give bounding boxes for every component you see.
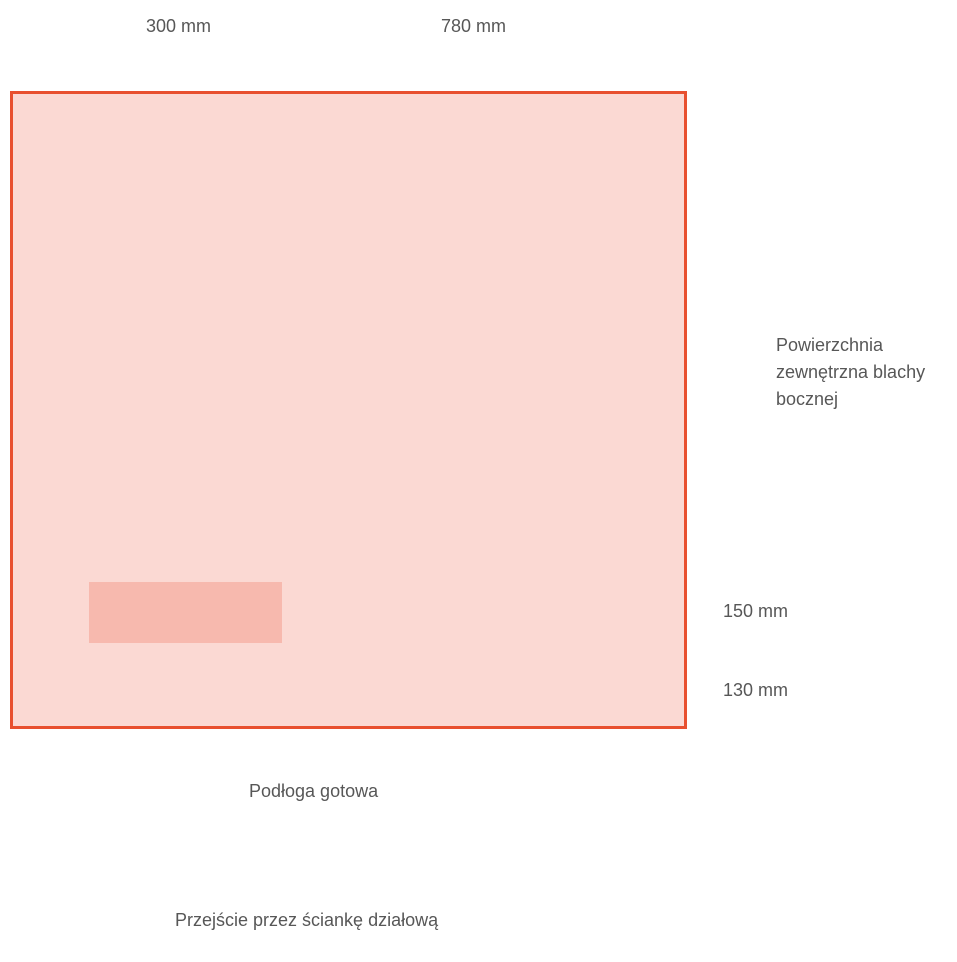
outer-surface-label: Powierzchnia zewnętrzna blachy bocznej [776, 332, 957, 413]
finished-floor-label: Podłoga gotowa [249, 781, 379, 801]
passage-opening [89, 582, 282, 643]
side-panel-outline [10, 91, 687, 729]
dimension-label-150mm: 150 mm [723, 601, 789, 621]
dimension-label-300mm: 300 mm [146, 16, 212, 36]
dimension-label-780mm: 780 mm [441, 16, 507, 36]
outer-surface-label-line1: Powierzchnia [776, 335, 884, 355]
dimension-label-130mm: 130 mm [723, 680, 789, 700]
outer-surface-label-line2: zewnętrzna blachy [776, 362, 926, 382]
outer-surface-label-line3: bocznej [776, 389, 839, 409]
partition-passage-label: Przejście przez ściankę działową [175, 910, 439, 930]
